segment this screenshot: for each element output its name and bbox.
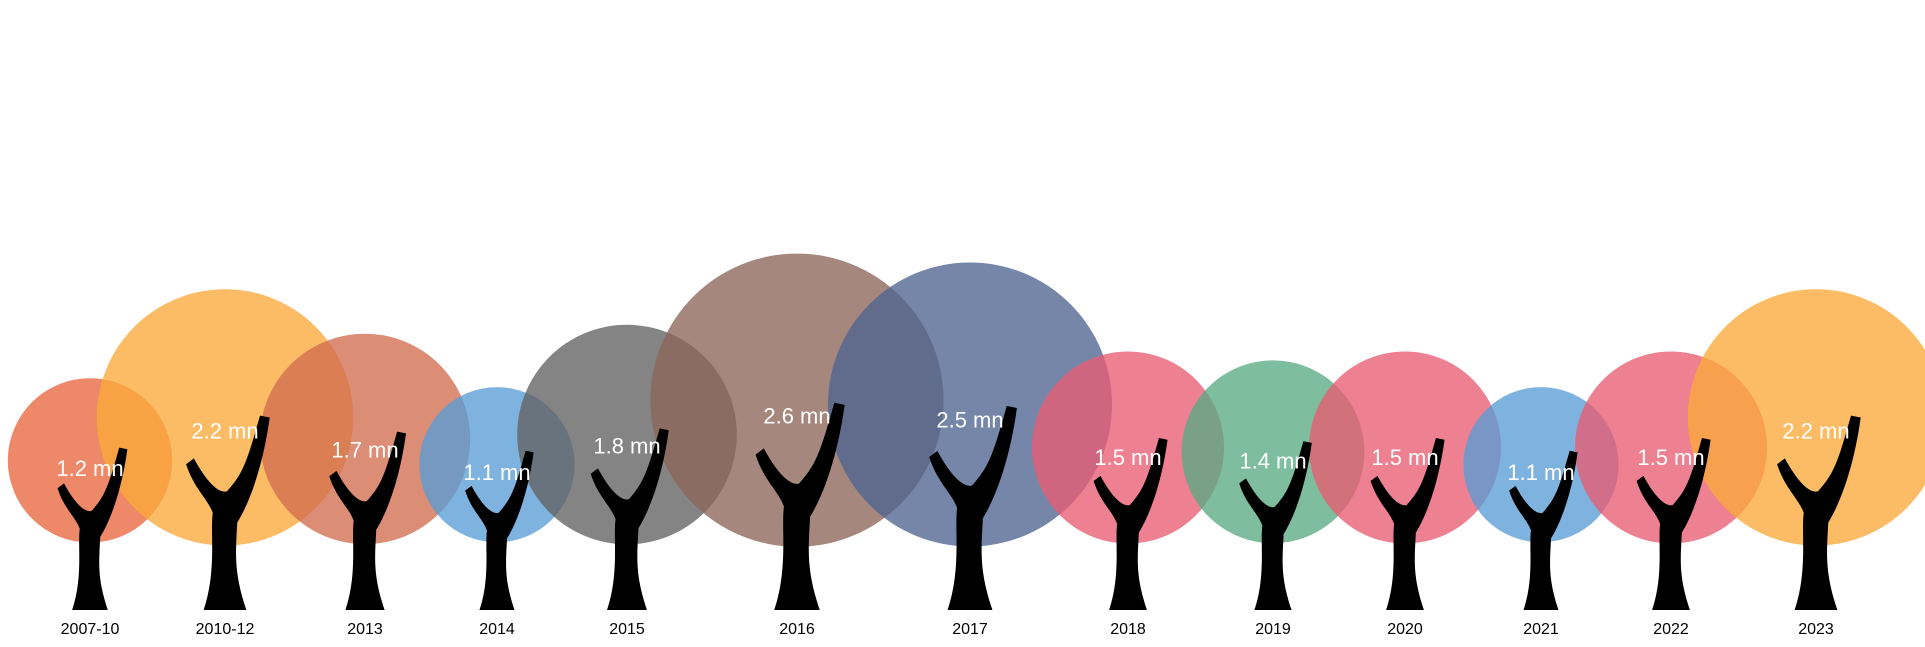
value-label-2007-10: 1.2 mn bbox=[56, 456, 123, 481]
value-label-2023: 2.2 mn bbox=[1782, 419, 1849, 444]
tree-trunk-2021 bbox=[1509, 450, 1578, 610]
year-label-2023: 2023 bbox=[1798, 621, 1834, 638]
tree-trunk-2017 bbox=[929, 406, 1017, 610]
year-label-2015: 2015 bbox=[609, 621, 645, 638]
year-label-2017: 2017 bbox=[952, 621, 988, 638]
crown-bubble-2020 bbox=[1309, 351, 1501, 544]
year-label-2022: 2022 bbox=[1653, 621, 1689, 638]
crown-bubble-2013 bbox=[259, 333, 471, 545]
crown-bubble-2018 bbox=[1032, 351, 1224, 544]
value-label-2014: 1.1 mn bbox=[463, 460, 530, 485]
tree-trunk-2020 bbox=[1370, 438, 1445, 610]
value-labels-layer: 1.2 mn 2.2 mn 1.7 mn 1.1 mn 1.8 mn 2.6 mn 2.5 … bbox=[56, 404, 1849, 485]
tree-trunk-2007-10 bbox=[57, 447, 128, 610]
tree-trunk-2018 bbox=[1093, 438, 1168, 610]
value-label-2010-12: 2.2 mn bbox=[191, 419, 258, 444]
tree-trunk-2013 bbox=[329, 431, 407, 610]
year-label-2020: 2020 bbox=[1387, 621, 1423, 638]
year-labels-layer: 2007-10 2010-12 2013 2014 2015 2016 2017 2018 20… bbox=[61, 621, 1834, 638]
value-label-2019: 1.4 mn bbox=[1239, 449, 1306, 474]
tree-trunk-2015 bbox=[590, 428, 669, 610]
tree-trunk-2022 bbox=[1636, 438, 1711, 610]
year-label-2007-10: 2007-10 bbox=[61, 621, 120, 638]
tree-trunk-2016 bbox=[755, 402, 845, 610]
year-label-2019: 2019 bbox=[1255, 621, 1291, 638]
trunks-layer bbox=[57, 402, 1861, 610]
value-label-2018: 1.5 mn bbox=[1094, 445, 1161, 470]
value-label-2017: 2.5 mn bbox=[936, 407, 1003, 432]
value-label-2020: 1.5 mn bbox=[1371, 445, 1438, 470]
value-label-2015: 1.8 mn bbox=[593, 434, 660, 459]
value-label-2022: 1.5 mn bbox=[1637, 445, 1704, 470]
crown-bubble-2023 bbox=[1687, 289, 1925, 546]
tree-trunk-2019 bbox=[1239, 441, 1312, 610]
crowns-layer bbox=[7, 253, 1925, 547]
value-label-2016: 2.6 mn bbox=[763, 404, 830, 429]
tree-trunk-2023 bbox=[1777, 415, 1861, 610]
year-label-2014: 2014 bbox=[479, 621, 515, 638]
value-label-2013: 1.7 mn bbox=[331, 437, 398, 462]
tree-trunk-2014 bbox=[465, 450, 534, 610]
year-label-2018: 2018 bbox=[1110, 621, 1146, 638]
value-label-2021: 1.1 mn bbox=[1507, 460, 1574, 485]
year-label-2016: 2016 bbox=[779, 621, 815, 638]
year-label-2010-12: 2010-12 bbox=[196, 621, 255, 638]
tree-trunk-2010-12 bbox=[186, 415, 270, 610]
year-label-2021: 2021 bbox=[1523, 621, 1559, 638]
year-label-2013: 2013 bbox=[347, 621, 383, 638]
